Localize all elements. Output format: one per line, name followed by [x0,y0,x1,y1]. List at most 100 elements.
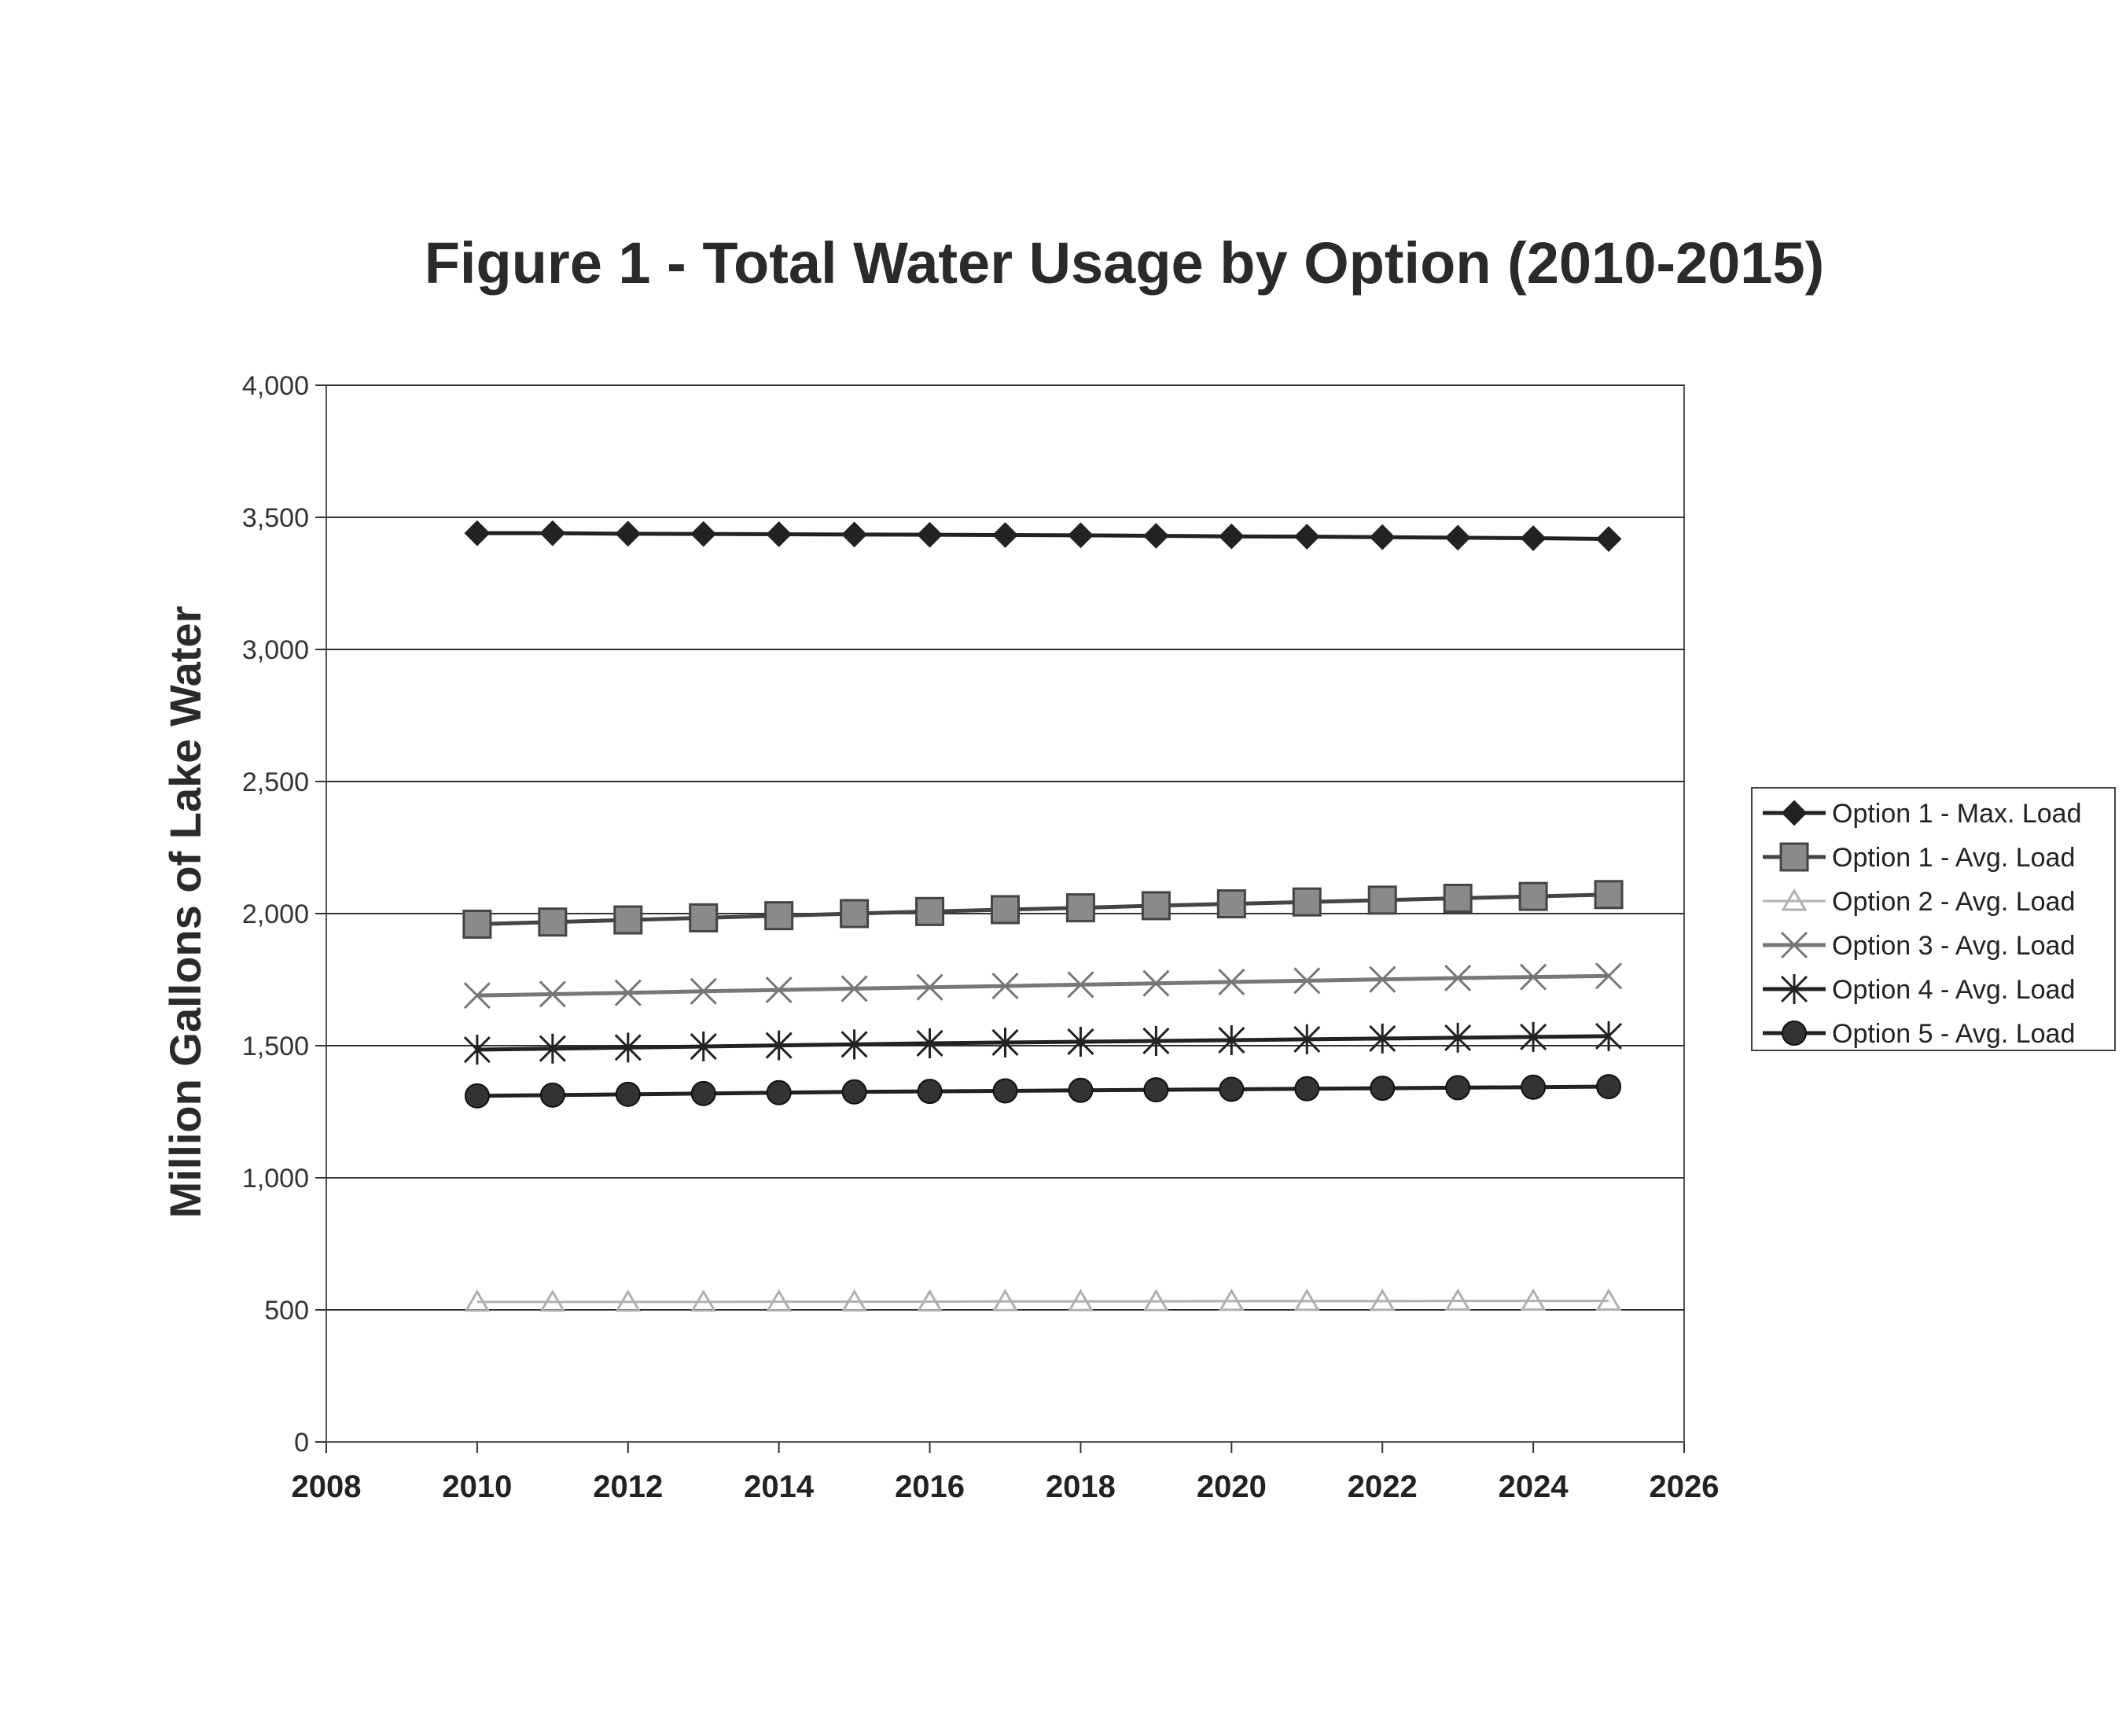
legend-marker [1780,931,1808,959]
data-point [690,1080,716,1106]
series-line [476,1034,1609,1052]
series-line [476,973,1609,998]
data-point [1065,893,1095,923]
data-point [764,901,794,931]
data-point [464,520,491,546]
legend-marker [1779,842,1809,872]
data-point [1142,1289,1170,1311]
data-point [1369,1023,1396,1054]
series-line [476,1084,1609,1098]
data-point [991,1289,1019,1311]
data-point [840,1029,868,1060]
data-point [539,1033,566,1064]
data-point [1521,1074,1547,1100]
data-point [1369,965,1396,993]
data-point [615,1081,641,1107]
data-point [1218,1024,1245,1055]
data-point [765,977,793,1004]
data-point [1520,963,1547,991]
data-point [1595,1288,1622,1311]
data-point [1293,1024,1321,1054]
legend-label: Option 4 - Avg. Load [1832,975,2075,1005]
data-point [766,1079,792,1105]
data-point [765,1030,793,1061]
y-tick-label: 2,000 [242,899,309,929]
y-tick-label: 2,500 [242,767,309,797]
x-tick-label: 2022 [1348,1469,1418,1504]
data-point [1142,969,1170,997]
data-point [1596,1074,1622,1100]
data-point [464,1289,491,1312]
data-point [690,1032,717,1062]
data-point [991,1027,1019,1057]
data-point [1444,964,1472,992]
legend-item: Option 5 - Avg. Load [1763,1019,2075,1049]
data-point [1444,1022,1472,1053]
legend-marker [1780,974,1808,1004]
data-point [690,520,717,547]
data-point [840,899,870,929]
legend-label: Option 5 - Avg. Load [1832,1019,2075,1049]
x-tick-label: 2008 [292,1469,362,1504]
x-tick-label: 2026 [1650,1469,1720,1504]
plot-area: 0 500 1,000 1,500 2,000 2,500 3,000 3,500 4,000 2… [242,371,1720,1504]
data-point [1594,962,1623,990]
data-point [539,1289,566,1312]
data-point [1142,1025,1170,1056]
data-point [1520,1288,1547,1311]
data-point [1067,1289,1094,1311]
y-tick-label: 3,000 [242,635,309,665]
data-point [1218,523,1245,550]
data-point [1294,1076,1320,1102]
data-point [1219,1076,1245,1102]
data-point [1518,881,1548,911]
y-tick-label: 4,000 [242,371,309,401]
series-1 [464,520,1622,552]
legend-marker [1781,800,1808,826]
legend-label: Option 2 - Avg. Load [1832,887,2075,917]
data-point [766,1289,793,1312]
data-point [1520,1021,1547,1052]
data-point [1594,1021,1623,1051]
x-tick-label: 2024 [1499,1469,1569,1504]
data-point [1369,1288,1396,1311]
legend-label: Option 3 - Avg. Load [1832,931,2075,961]
data-point [1067,971,1094,999]
x-tick-label: 2010 [442,1469,512,1504]
legend-label: Option 1 - Max. Load [1832,799,2082,829]
data-point [841,1079,867,1105]
legend-item: Option 1 - Max. Load [1763,799,2082,829]
data-point [1068,1077,1094,1103]
series-5 [463,1021,1623,1065]
data-point [1369,524,1396,550]
data-point [992,1078,1018,1104]
data-point [1218,1288,1245,1311]
y-tick-label: 3,500 [242,503,309,533]
data-point [916,973,943,1001]
legend: Option 1 - Max. Load Option 1 - Avg. Load… [1751,787,2116,1051]
x-tick-label: 2018 [1046,1469,1116,1504]
data-point [840,975,868,1002]
data-point [917,1079,943,1105]
data-point [1370,1076,1396,1102]
data-point [916,1028,943,1058]
data-point [462,909,492,939]
data-point [614,979,642,1006]
data-point [538,907,568,937]
series-6 [464,1074,1622,1109]
data-point [615,520,642,547]
data-point [1594,880,1624,910]
data-point [613,905,643,935]
data-point [614,1032,642,1063]
series-line [476,531,1609,542]
data-point [1143,1077,1169,1103]
data-point [1520,525,1547,551]
legend-item: Option 4 - Avg. Load [1763,974,2075,1005]
data-point [539,1082,565,1108]
chart-title: Figure 1 - Total Water Usage by Option (… [425,230,1825,296]
data-point [1293,967,1321,995]
data-point [690,977,717,1005]
x-tick-label: 2020 [1197,1469,1267,1504]
data-point [464,1083,490,1109]
